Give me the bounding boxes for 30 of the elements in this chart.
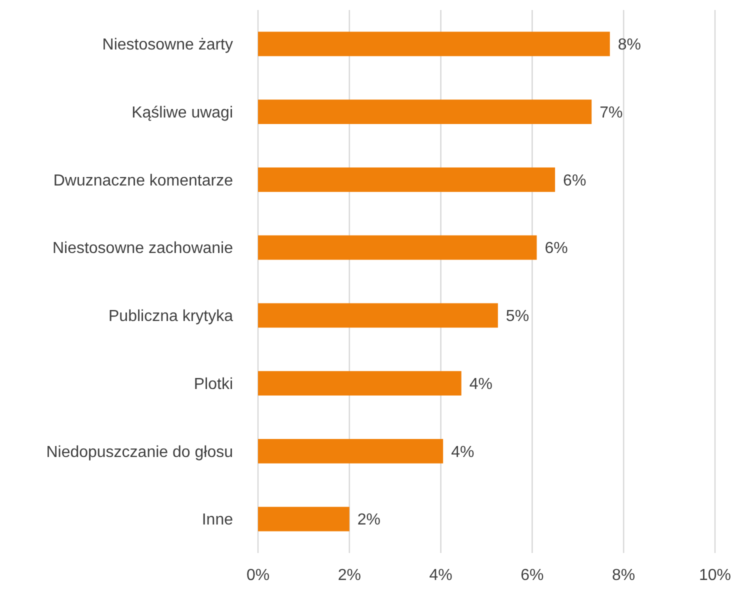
data-label: 4% [469,376,492,393]
y-tick-label: Inne [202,512,234,529]
x-tick-label: 6% [520,567,544,584]
data-label: 6% [544,240,568,258]
x-tick-label: 2% [338,567,361,584]
bar [258,303,498,328]
bar [258,32,610,56]
y-tick-label: Dwuznaczne komentarze [53,172,234,190]
y-tick-label: Niestosowne żarty [102,36,233,54]
data-label: 8% [618,36,642,54]
x-tick-label: 4% [429,567,452,584]
x-tick-label: 8% [612,567,636,584]
data-label: 5% [506,308,530,326]
bar [258,100,592,124]
data-label: 4% [451,444,474,461]
y-tick-label: Niedopuszczanie do głosu [46,444,233,461]
bar [258,506,350,532]
data-label: 6% [563,172,586,190]
y-tick-label: Kąśliwe uwagi [132,104,233,122]
data-label: 7% [600,104,623,122]
y-tick-label: Publiczna krytyka [108,308,234,326]
data-label: 2% [357,512,381,529]
bar [258,235,537,260]
bar [258,371,462,396]
x-tick-label: 0% [246,567,270,584]
y-tick-label: Niestosowne zachowanie [52,240,234,258]
y-tick-label: Plotki [194,376,233,393]
bar [258,167,556,192]
x-tick-label: 10% [698,567,732,584]
bar [258,438,444,464]
